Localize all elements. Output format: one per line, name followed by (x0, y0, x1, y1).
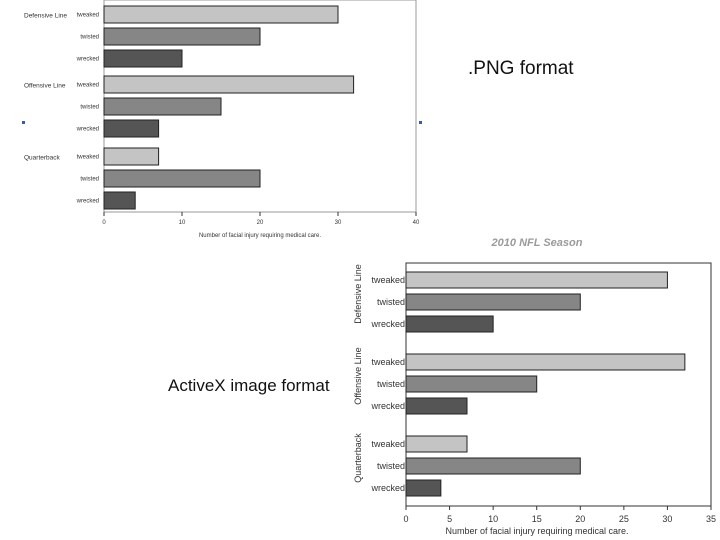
bar-tweaked (405, 353, 686, 371)
group-label: Quarterback (24, 155, 61, 162)
bar-twisted (405, 457, 581, 475)
category-label: wrecked (76, 199, 99, 205)
x-tick-label: 15 (532, 514, 542, 524)
x-tick-label: 5 (447, 514, 452, 524)
group-label: Defensive Line (353, 264, 363, 324)
bar-twisted (103, 27, 261, 46)
category-label: twisted (377, 379, 405, 389)
bar-tweaked (103, 75, 355, 94)
category-label: twisted (80, 105, 99, 111)
x-tick-label: 10 (179, 220, 186, 226)
group-label: Quarterback (353, 433, 363, 483)
x-tick-label: 0 (102, 220, 106, 226)
x-tick-label: 35 (706, 514, 716, 524)
bar-twisted (405, 293, 581, 311)
category-label: twisted (377, 461, 405, 471)
bar-wrecked (405, 315, 494, 333)
bar-tweaked (103, 5, 339, 24)
bar-tweaked (405, 435, 468, 453)
category-label: wrecked (76, 57, 99, 63)
bar-wrecked (405, 479, 442, 497)
bar-tweaked (103, 147, 160, 166)
category-label: twisted (80, 177, 99, 183)
x-tick-label: 20 (257, 220, 264, 226)
x-tick-label: 10 (488, 514, 498, 524)
category-label: tweaked (371, 439, 405, 449)
png-chart: Defensive Line tweaked twisted wrecked Offen… (24, 0, 420, 239)
activex-chart: 2010 NFL Season Defensive Line tweaked twis… (353, 237, 716, 536)
category-label: tweaked (371, 357, 405, 367)
category-label: twisted (377, 297, 405, 307)
bar-tweaked (405, 271, 668, 289)
x-tick-label: 0 (403, 514, 408, 524)
chart-title: 2010 NFL Season (491, 237, 583, 249)
x-tick-label: 40 (413, 220, 420, 226)
x-axis-label: Number of facial injury requiring medica… (445, 526, 628, 536)
x-tick-label: 25 (619, 514, 629, 524)
category-label: tweaked (77, 13, 99, 19)
x-axis-label: Number of facial injury requiring medica… (199, 233, 321, 239)
left-marker-dot (22, 121, 25, 124)
category-label: tweaked (77, 155, 99, 161)
x-tick-label: 20 (575, 514, 585, 524)
bar-twisted (103, 97, 222, 116)
category-label: wrecked (370, 401, 405, 411)
category-label: wrecked (370, 319, 405, 329)
bar-twisted (405, 375, 538, 393)
group-label: Offensive Line (24, 83, 66, 90)
group-label: Defensive Line (24, 13, 67, 20)
x-tick-label: 30 (335, 220, 342, 226)
group-label: Offensive Line (353, 347, 363, 404)
category-label: wrecked (76, 127, 99, 133)
bar-twisted (103, 169, 261, 188)
bar-wrecked (103, 49, 183, 68)
category-label: twisted (80, 35, 99, 41)
right-marker-dot (419, 121, 422, 124)
bar-wrecked (103, 191, 136, 210)
category-label: tweaked (371, 275, 405, 285)
category-label: wrecked (370, 483, 405, 493)
bar-wrecked (405, 397, 468, 415)
category-label: tweaked (77, 83, 99, 89)
activex-format-caption: ActiveX image format (168, 376, 330, 395)
x-tick-label: 30 (662, 514, 672, 524)
png-format-caption: .PNG format (468, 58, 574, 79)
bar-wrecked (103, 119, 160, 138)
